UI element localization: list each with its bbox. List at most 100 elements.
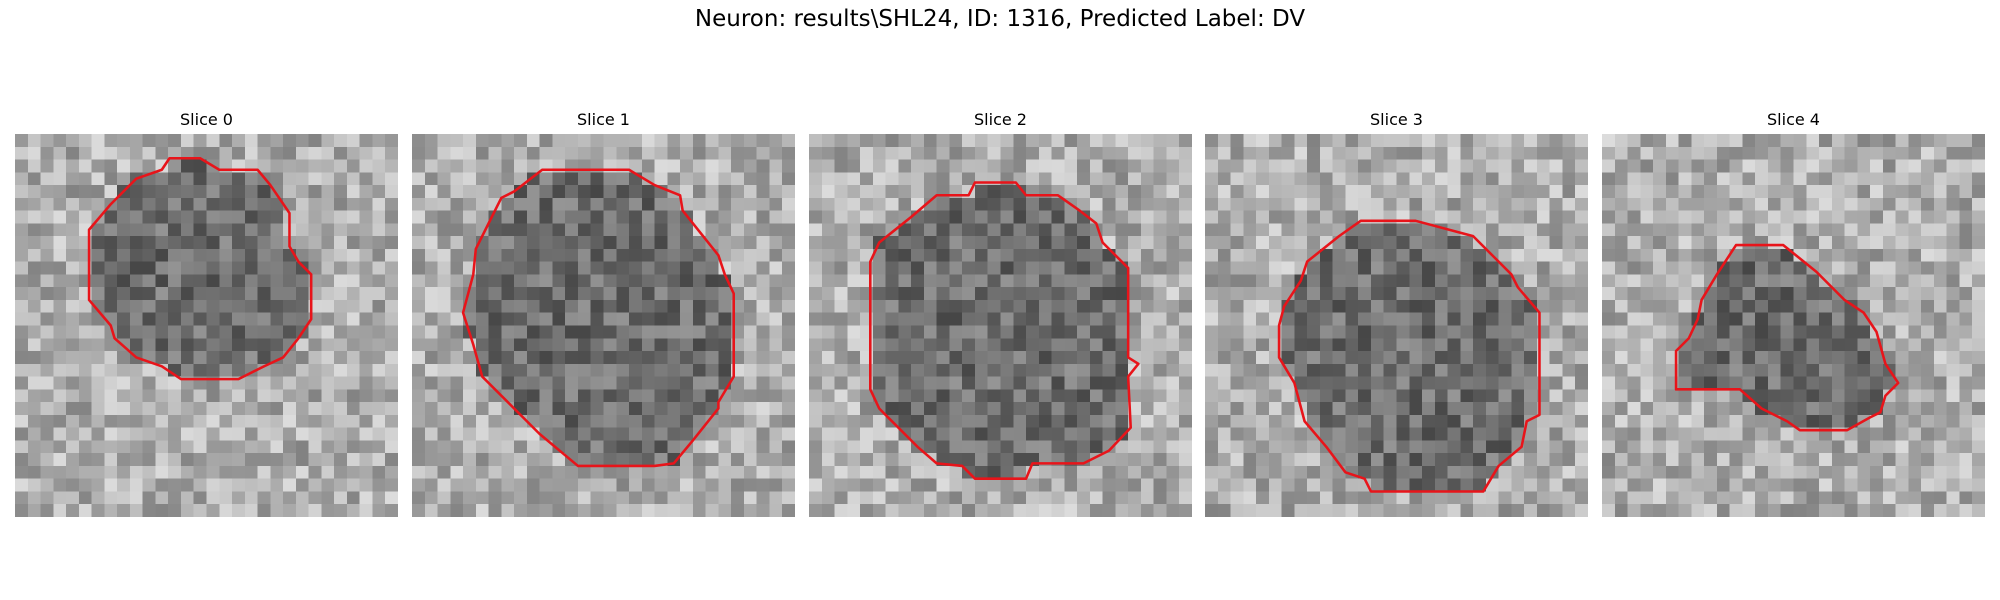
pixel: [1038, 427, 1052, 441]
pixel: [1742, 261, 1756, 275]
pixel: [463, 414, 476, 428]
pixel: [1831, 402, 1845, 415]
pixel: [1498, 197, 1512, 211]
pixel: [1716, 274, 1730, 288]
pixel: [1857, 376, 1871, 390]
pixel: [66, 134, 79, 147]
pixel: [412, 504, 425, 517]
pixel: [1179, 414, 1192, 428]
pixel: [1857, 440, 1871, 454]
pixel: [257, 185, 271, 198]
pixel: [629, 351, 642, 364]
pixel: [66, 465, 79, 479]
pixel: [1831, 376, 1845, 390]
pixel: [1793, 248, 1807, 262]
pixel: [321, 197, 335, 211]
pixel: [847, 402, 861, 415]
pixel: [321, 504, 335, 517]
pixel: [1716, 159, 1730, 173]
pixel: [475, 287, 489, 300]
pixel: [1307, 185, 1320, 198]
pixel: [1549, 453, 1563, 466]
pixel: [232, 248, 245, 262]
pixel: [590, 248, 604, 262]
pixel: [1575, 427, 1588, 441]
pixel: [705, 134, 719, 147]
pixel: [155, 491, 169, 505]
pixel: [1205, 236, 1218, 249]
pixel: [1767, 465, 1781, 479]
pixel: [1575, 248, 1588, 262]
pixel: [577, 172, 591, 186]
pixel: [66, 363, 79, 377]
pixel: [1064, 146, 1078, 160]
pixel: [911, 159, 924, 173]
pixel: [1409, 248, 1423, 262]
pixel: [1716, 197, 1730, 211]
pixel: [731, 197, 744, 211]
pixel: [193, 287, 207, 300]
pixel: [743, 389, 757, 403]
pixel: [1959, 389, 1973, 403]
pixel: [705, 427, 719, 441]
pixel: [1383, 478, 1397, 492]
pixel: [603, 312, 617, 326]
pixel: [1895, 172, 1909, 186]
pixel: [155, 440, 169, 454]
pixel: [1434, 376, 1448, 390]
pixel: [1640, 274, 1654, 288]
pixel: [283, 299, 296, 313]
pixel: [1205, 414, 1218, 428]
pixel: [270, 325, 284, 339]
pixel: [654, 389, 668, 403]
pixel: [603, 363, 617, 377]
pixel: [847, 465, 861, 479]
pixel: [1921, 351, 1934, 364]
pixel: [1857, 159, 1871, 173]
pixel: [1755, 453, 1768, 466]
pixel: [962, 159, 975, 173]
pixel: [1256, 261, 1269, 275]
pixel: [346, 427, 360, 441]
pixel: [1716, 287, 1730, 300]
pixel: [962, 440, 975, 454]
pixel: [78, 172, 92, 186]
pixel: [1319, 465, 1333, 479]
pixel: [270, 134, 284, 147]
pixel: [1536, 159, 1550, 173]
pixel: [590, 363, 604, 377]
pixel: [1166, 274, 1180, 288]
pixel: [1409, 402, 1423, 415]
pixel: [1473, 134, 1486, 147]
pixel: [1332, 248, 1346, 262]
pixel: [1511, 504, 1525, 517]
pixel: [1460, 491, 1474, 505]
pixel: [590, 261, 604, 275]
pixel: [1946, 491, 1960, 505]
pixel: [1358, 363, 1371, 377]
pixel: [629, 491, 642, 505]
pixel: [1691, 465, 1705, 479]
pixel: [616, 440, 630, 454]
pixel: [1153, 402, 1167, 415]
pixel: [1653, 274, 1666, 288]
pixel: [1844, 210, 1858, 224]
pixel: [654, 325, 668, 339]
pixel: [1575, 325, 1588, 339]
pixel: [962, 351, 975, 364]
pixel: [1153, 185, 1167, 198]
pixel: [1294, 197, 1308, 211]
pixel: [295, 465, 309, 479]
pixel: [743, 402, 757, 415]
pixel: [1806, 504, 1820, 517]
pixel: [53, 210, 67, 224]
pixel: [1908, 363, 1922, 377]
pixel: [603, 325, 617, 339]
pixel: [1064, 376, 1078, 390]
pixel: [129, 261, 143, 275]
pixel: [1089, 389, 1103, 403]
pixel: [1575, 376, 1588, 390]
pixel: [590, 453, 604, 466]
pixel: [257, 299, 271, 313]
pixel: [1640, 453, 1654, 466]
